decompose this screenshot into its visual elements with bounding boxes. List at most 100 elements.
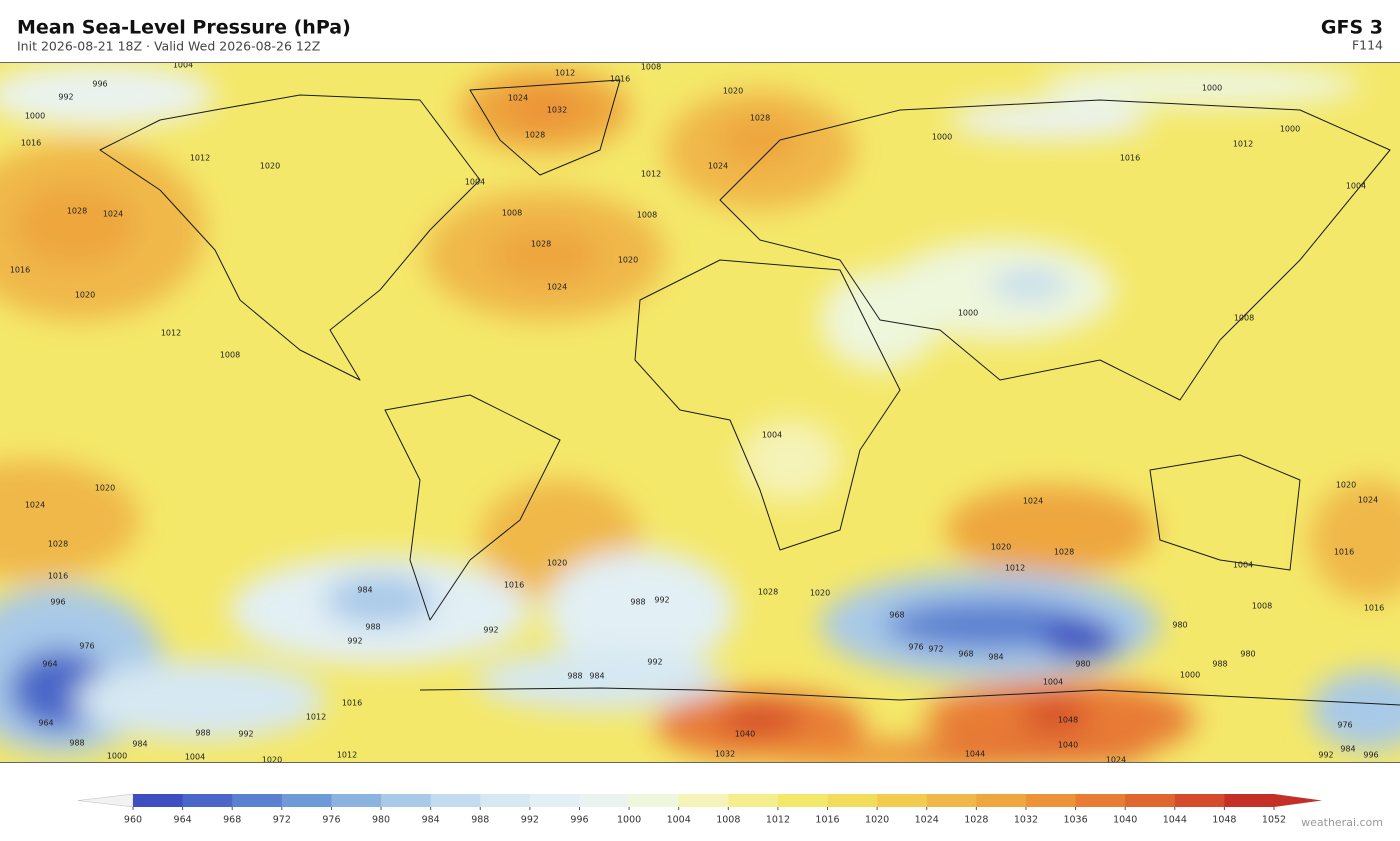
colorbar-tick-label: 988 — [471, 815, 489, 826]
colorbar-tick-label: 976 — [322, 815, 340, 826]
contour-label: 1008 — [637, 211, 657, 220]
colorbar-swatch — [678, 794, 729, 807]
contour-label: 1020 — [547, 559, 567, 568]
colorbar-tick-label: 1028 — [964, 815, 988, 826]
contour-label: 1028 — [48, 540, 68, 549]
contour-label: 968 — [958, 650, 973, 659]
colorbar-swatch — [1174, 794, 1225, 807]
contour-label: 984 — [132, 740, 147, 749]
colorbar-tick-label: 1012 — [766, 815, 790, 826]
colorbar-tick-label: 960 — [124, 815, 142, 826]
contour-label: 1040 — [1058, 741, 1078, 750]
coastlines — [99, 79, 1400, 706]
contour-label: 1048 — [1058, 716, 1078, 725]
contour-label: 1008 — [1234, 314, 1254, 323]
contour-label: 988 — [69, 739, 84, 748]
pressure-field — [0, 63, 1400, 762]
contour-label: 1028 — [67, 207, 87, 216]
colorbar-swatch — [1025, 794, 1077, 807]
colorbar-swatch — [381, 794, 432, 807]
colorbar-under — [77, 793, 134, 808]
contour-label: 1000 — [25, 112, 45, 121]
contour-label: 1028 — [758, 588, 778, 597]
pressure-area — [1040, 63, 1360, 107]
contour-label: 1012 — [306, 713, 326, 722]
contour-label: 1000 — [1202, 84, 1222, 93]
contour-label: 988 — [365, 623, 380, 632]
contour-label: 1024 — [708, 162, 728, 171]
contour-label: 1024 — [25, 501, 45, 510]
contour-label: 976 — [79, 642, 94, 651]
colorbar-swatch — [877, 794, 928, 807]
contour-label: 988 — [630, 598, 645, 607]
south-america — [384, 394, 561, 621]
colorbar-swatch — [281, 794, 332, 807]
contour-label: 996 — [92, 80, 107, 89]
pressure-area — [1020, 700, 1090, 730]
contour-label: 1004 — [185, 753, 205, 762]
contour-label: 968 — [889, 611, 904, 620]
contour-label: 1032 — [715, 750, 735, 759]
contour-label: 996 — [50, 598, 65, 607]
subtitle: Init 2026-08-21 18Z · Valid Wed 2026-08-… — [17, 39, 320, 54]
contour-label: 1024 — [547, 283, 567, 292]
credit: weatherai.com — [1301, 816, 1383, 829]
colorbar-tick-label: 1052 — [1262, 815, 1286, 826]
colorbar-swatch — [1075, 794, 1126, 807]
contour-label: 1024 — [1023, 497, 1043, 506]
contour-label: 980 — [1075, 660, 1090, 669]
pressure-area — [1310, 480, 1400, 600]
colorbar-tick-label: 972 — [273, 815, 291, 826]
contour-label: 1000 — [958, 309, 978, 318]
contour-label: 984 — [988, 653, 1003, 662]
colorbar-tick-label: 984 — [422, 815, 440, 826]
title: Mean Sea-Level Pressure (hPa) — [17, 17, 351, 39]
contour-label: 1016 — [21, 139, 41, 148]
contour-label: 988 — [1212, 660, 1227, 669]
contour-label: 996 — [1363, 751, 1378, 760]
colorbar-swatch — [827, 794, 878, 807]
colorbar-tick-label: 1040 — [1113, 815, 1137, 826]
africa — [634, 259, 901, 551]
contour-label: 1012 — [337, 751, 357, 760]
colorbar-tick-label: 1016 — [815, 815, 839, 826]
contour-label: 1016 — [1364, 604, 1384, 613]
colorbar-tick-label: 1044 — [1163, 815, 1187, 826]
pressure-area — [325, 575, 435, 625]
colorbar-swatch — [480, 794, 531, 807]
colorbar-tick-label: 1024 — [915, 815, 939, 826]
colorbar-swatch — [1125, 794, 1176, 807]
contour-label: 984 — [1340, 745, 1355, 754]
contour-label: 1012 — [641, 170, 661, 179]
colorbar-over — [1274, 794, 1322, 807]
contour-label: 992 — [347, 637, 362, 646]
map: 1004 996 992 1000 1016 1012 1020 1028 1024 1016 10… — [0, 62, 1400, 765]
contour-label: 992 — [654, 596, 669, 605]
contour-label: 1028 — [525, 131, 545, 140]
colorbar: 960 964 968 972 976 980 984 988 992 996 1000 1004 10… — [77, 793, 1322, 826]
north-america — [99, 94, 481, 381]
colorbar-tick-label: 992 — [521, 815, 539, 826]
contour-label: 1020 — [262, 756, 282, 765]
forecast-hour: F114 — [1352, 38, 1383, 53]
contour-label: 972 — [928, 645, 943, 654]
colorbar-swatch — [232, 794, 283, 807]
colorbar-swatch — [1224, 794, 1275, 807]
pressure-area — [945, 485, 1155, 575]
pressure-area — [910, 745, 1150, 762]
contour-label: 980 — [1240, 650, 1255, 659]
colorbar-tick-label: 964 — [174, 815, 192, 826]
pressure-area — [0, 63, 215, 127]
colorbar-tick-label: 1004 — [667, 815, 691, 826]
contour-label: 992 — [238, 730, 253, 739]
colorbar-tick-label: 1020 — [865, 815, 889, 826]
contour-label: 992 — [1318, 751, 1333, 760]
colorbar-swatch — [728, 794, 779, 807]
contour-label: 1004 — [1233, 561, 1253, 570]
contour-label: 964 — [38, 719, 53, 728]
contour-label: 1012 — [1233, 140, 1253, 149]
contour-label: 1000 — [1280, 125, 1300, 134]
antarctica — [419, 687, 1400, 706]
pressure-area — [505, 90, 585, 126]
